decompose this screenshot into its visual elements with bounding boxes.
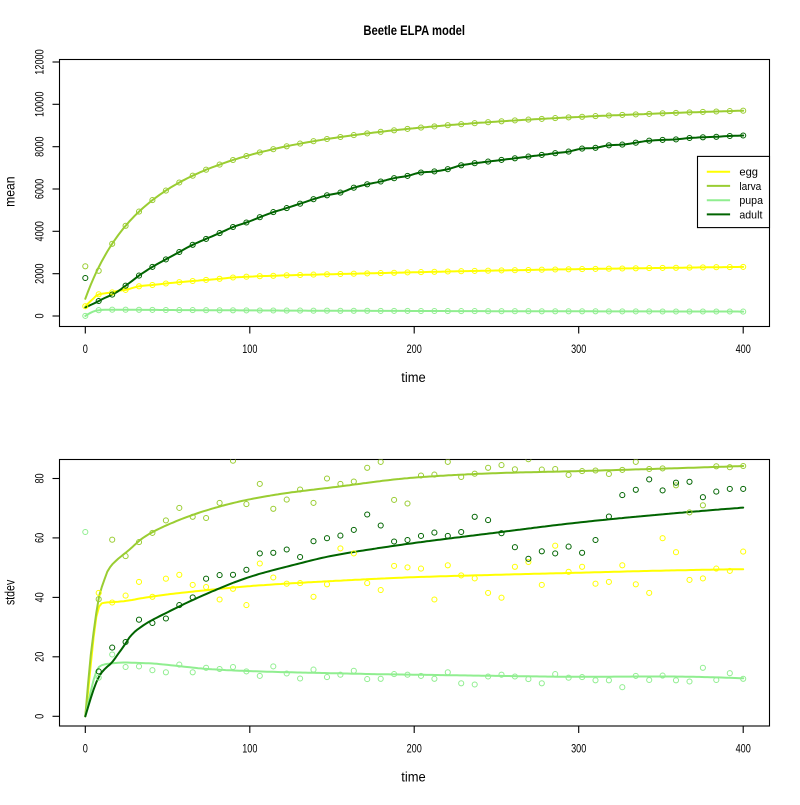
svg-text:0: 0 — [83, 744, 88, 756]
svg-text:10000: 10000 — [35, 92, 47, 117]
svg-text:200: 200 — [407, 744, 422, 756]
svg-text:400: 400 — [736, 744, 751, 756]
svg-text:40: 40 — [35, 592, 47, 602]
svg-text:0: 0 — [83, 344, 88, 356]
svg-text:4000: 4000 — [35, 221, 47, 241]
svg-text:400: 400 — [736, 344, 751, 356]
svg-text:80: 80 — [35, 473, 47, 483]
svg-text:100: 100 — [242, 744, 257, 756]
svg-text:pupa: pupa — [739, 195, 763, 207]
svg-text:time: time — [401, 370, 426, 385]
svg-text:300: 300 — [571, 344, 586, 356]
svg-text:60: 60 — [35, 533, 47, 543]
svg-text:adult: adult — [739, 209, 762, 221]
svg-text:100: 100 — [242, 344, 257, 356]
svg-text:300: 300 — [571, 744, 586, 756]
svg-text:2000: 2000 — [35, 264, 47, 284]
svg-text:200: 200 — [407, 344, 422, 356]
svg-text:egg: egg — [739, 167, 758, 179]
svg-text:0: 0 — [35, 714, 47, 719]
svg-text:time: time — [401, 770, 426, 785]
svg-text:Beetle ELPA model: Beetle ELPA model — [363, 22, 465, 38]
svg-text:20: 20 — [35, 652, 47, 662]
svg-text:0: 0 — [35, 313, 47, 318]
svg-text:stdev: stdev — [3, 580, 18, 605]
svg-text:larva: larva — [739, 181, 762, 193]
svg-text:8000: 8000 — [35, 137, 47, 157]
svg-text:12000: 12000 — [35, 49, 47, 74]
svg-text:mean: mean — [3, 177, 18, 207]
svg-text:6000: 6000 — [35, 179, 47, 199]
